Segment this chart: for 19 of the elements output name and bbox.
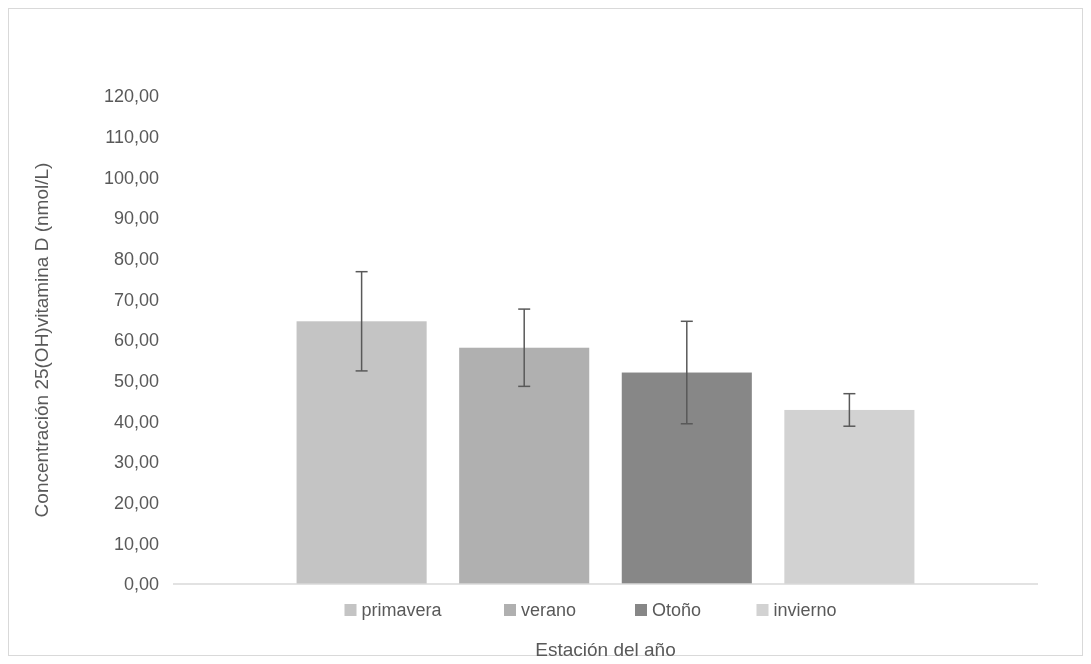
y-tick-label: 110,00	[105, 126, 159, 147]
y-axis-title: Concentración 25(OH)vitamina D (nmol/L)	[31, 162, 52, 518]
y-tick-label: 70,00	[113, 289, 159, 310]
legend-label: verano	[521, 600, 577, 621]
y-tick-label: 90,00	[113, 208, 159, 229]
y-tick-label: 80,00	[113, 248, 159, 269]
y-tick-label: 0,00	[123, 574, 159, 595]
y-tick-label: 10,00	[113, 533, 159, 554]
legend-label: invierno	[773, 600, 837, 621]
y-tick-label: 120,00	[103, 86, 159, 107]
y-tick-label: 40,00	[113, 411, 159, 432]
y-tick-label: 20,00	[113, 492, 159, 513]
y-tick-label: 30,00	[113, 452, 159, 473]
y-tick-label: 50,00	[113, 370, 159, 391]
legend-label: primavera	[361, 600, 443, 621]
legend-label: Otoño	[652, 600, 702, 621]
y-tick-label: 100,00	[103, 167, 159, 188]
y-tick-label: 60,00	[113, 330, 159, 351]
x-axis-title: Estación del año	[535, 639, 676, 660]
